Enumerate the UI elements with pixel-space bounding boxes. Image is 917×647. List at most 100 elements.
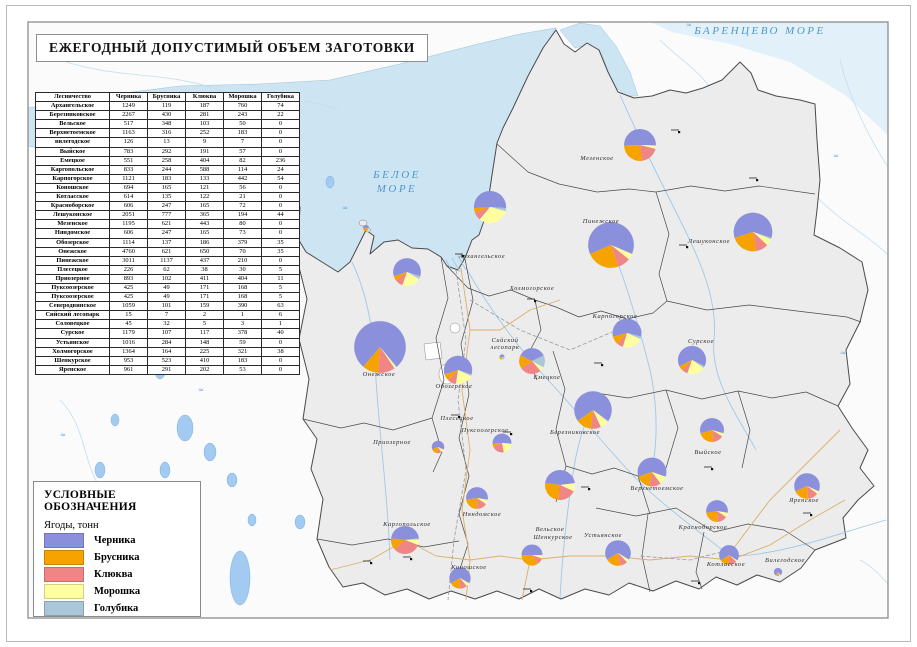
table-row: Приозерное 893 102 411 404 11: [35, 273, 300, 284]
pie-slice: [677, 345, 707, 367]
table-row: Яренское 961 291 202 53 0: [35, 364, 300, 375]
pie-slice: [706, 500, 728, 513]
value-cell: 244: [147, 164, 186, 175]
district-name-cell: Верхнетоемское: [35, 128, 110, 139]
legend-title: УСЛОВНЫЕ ОБОЗНАЧЕНИЯ: [44, 489, 137, 513]
value-cell: 437: [185, 255, 224, 266]
district-name-cell: Красноборское: [35, 201, 110, 212]
legend-item-label: Голубика: [94, 602, 139, 614]
pie-slice: [473, 190, 507, 209]
pie-Плесецкое: [431, 440, 445, 454]
pie-slice: [380, 347, 397, 368]
table-row: вилегодское 126 13 9 7 0: [35, 137, 300, 148]
town-dot: [410, 558, 413, 561]
value-cell: 35: [261, 237, 300, 248]
pie-slice: [438, 447, 444, 453]
pie-slice: [778, 572, 781, 576]
pie-slice: [719, 545, 739, 561]
table-row: Карпогорское 1121 183 133 442 54: [35, 173, 300, 184]
pie-slice: [431, 440, 445, 450]
value-cell: 191: [185, 146, 224, 157]
pie-slice: [499, 354, 505, 357]
pie-slice: [617, 333, 627, 347]
district-name-cell: Лешуконское: [35, 210, 110, 221]
table-row: Онежское 4760 621 650 70 35: [35, 246, 300, 257]
table-row: Устьянское 1016 284 148 59 0: [35, 337, 300, 348]
pie-slice: [393, 258, 421, 277]
value-cell: 122: [185, 192, 224, 203]
value-cell: 621: [147, 246, 186, 257]
town-dot: [686, 246, 689, 249]
district-name-cell: Приозерное: [35, 273, 110, 284]
pie-вилегодское: [773, 567, 783, 577]
pie-slice: [699, 417, 725, 434]
pie-slice: [753, 232, 771, 246]
district-label: Карпогорское: [592, 313, 638, 320]
value-cell: 21: [223, 192, 262, 203]
value-cell: 11: [261, 273, 300, 284]
pie-slice: [590, 410, 601, 429]
value-cell: 63: [261, 301, 300, 312]
pie-slice: [393, 272, 407, 281]
value-cell: 247: [147, 228, 186, 239]
pie-slice: [380, 347, 397, 369]
value-cell: 0: [261, 228, 300, 239]
table-row: Няндомское 606 247 165 73 0: [35, 228, 300, 239]
value-cell: 119: [147, 101, 186, 112]
pie-slice: [624, 129, 656, 146]
value-cell: 126: [109, 137, 148, 148]
value-cell: 1114: [109, 237, 148, 248]
district-label: Емецкое: [533, 374, 561, 381]
pie-slice: [501, 357, 503, 360]
value-cell: 22: [261, 110, 300, 121]
value-cell: 38: [185, 264, 224, 275]
pie-slice: [532, 555, 542, 564]
value-cell: 1249: [109, 101, 148, 112]
legend-item-label: Брусника: [94, 551, 140, 563]
town-dot: [462, 255, 465, 258]
value-cell: 164: [147, 346, 186, 357]
pie-slice: [612, 318, 642, 337]
value-cell: 2051: [109, 210, 148, 221]
pie-slice: [624, 145, 643, 161]
value-cell: 0: [261, 337, 300, 348]
pie-slice: [460, 578, 470, 587]
value-cell: 107: [147, 328, 186, 339]
table-row: Холмогорское 1364 164 225 321 38: [35, 346, 300, 357]
district-borders: [302, 143, 862, 593]
value-cell: 73: [223, 228, 262, 239]
value-cell: 102: [147, 273, 186, 284]
value-cell: 38: [261, 346, 300, 357]
pie-slice: [637, 457, 667, 477]
pie-slice: [773, 567, 783, 576]
town-dot: [458, 416, 461, 419]
district-label: Пинежское: [582, 218, 619, 225]
district-label: Устьянское: [584, 532, 622, 539]
district-name-cell: Пинежское: [35, 255, 110, 266]
pie-slice: [640, 145, 656, 149]
pie-slice: [611, 245, 629, 267]
value-cell: 0: [261, 119, 300, 130]
pie-slice: [521, 555, 538, 566]
value-cell: 606: [109, 228, 148, 239]
value-cell: 30: [223, 264, 262, 275]
pie-Котласское: [719, 545, 739, 565]
pie-slice: [443, 355, 473, 375]
value-cell: 410: [185, 355, 224, 366]
value-cell: 1179: [109, 328, 148, 339]
district-name-cell: Северодвинское: [35, 301, 110, 312]
pie-slice: [390, 538, 405, 550]
table-row: Выйское 783 292 191 57 0: [35, 146, 300, 157]
value-cell: 3011: [109, 255, 148, 266]
pie-Няндомское: [466, 487, 488, 509]
value-cell: 0: [261, 201, 300, 212]
value-cell: 32: [147, 319, 186, 330]
district-name-cell: Мезенское: [35, 219, 110, 230]
pie-slice: [466, 498, 478, 509]
value-cell: 9: [185, 137, 224, 148]
value-cell: 183: [147, 173, 186, 184]
pie-slice: [378, 347, 395, 373]
district-label: Выйское: [694, 449, 721, 456]
pie-Коношское: [449, 567, 471, 589]
value-cell: 49: [147, 282, 186, 294]
